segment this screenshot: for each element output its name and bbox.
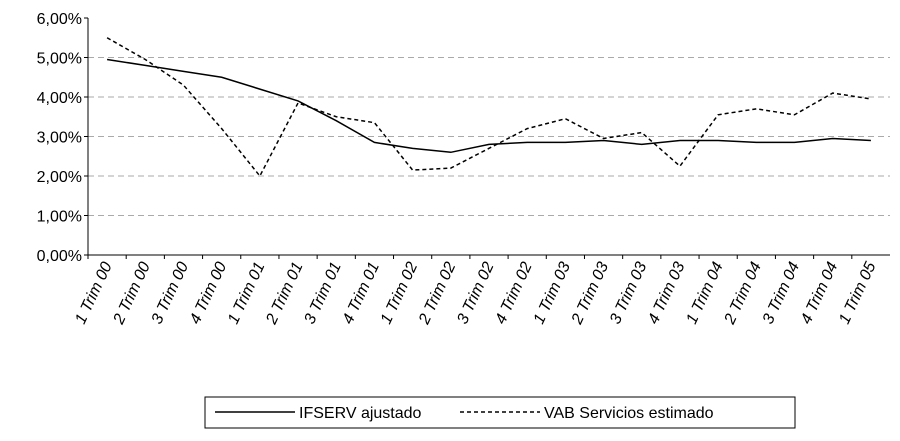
x-tick-label: 1 Trim 03: [531, 259, 575, 326]
x-tick-label: 4 Trim 00: [187, 259, 231, 326]
x-tick-label: 3 Trim 01: [301, 260, 344, 327]
x-tick-label: 2 Trim 03: [568, 259, 612, 327]
x-tick-label: 2 Trim 01: [263, 260, 307, 328]
x-tick-label: 1 Trim 04: [683, 259, 727, 326]
y-tick-label: 4,00%: [37, 90, 82, 107]
y-tick-label: 6,00%: [37, 11, 82, 28]
x-tick-label: 2 Trim 02: [416, 259, 460, 327]
x-tick-label: 3 Trim 03: [607, 259, 651, 326]
x-tick-label: 3 Trim 00: [149, 259, 193, 326]
y-tick-label: 1,00%: [37, 209, 82, 226]
x-tick-label: 4 Trim 03: [645, 259, 689, 326]
x-tick-label: 1 Trim 00: [72, 259, 116, 326]
x-tick-label: 4 Trim 01: [340, 260, 383, 327]
legend-label: VAB Servicios estimado: [544, 405, 714, 422]
y-tick-label: 0,00%: [37, 248, 82, 265]
x-tick-label: 4 Trim 02: [492, 259, 536, 326]
series-line: [106, 37, 872, 178]
y-tick-label: 5,00%: [37, 51, 82, 68]
x-tick-label: 3 Trim 04: [760, 259, 804, 326]
x-tick-label: 4 Trim 04: [798, 259, 842, 326]
x-tick-label: 2 Trim 00: [110, 259, 154, 327]
series-line: [106, 58, 871, 154]
legend-label: IFSERV ajustado: [299, 405, 422, 422]
x-tick-label: 3 Trim 02: [454, 259, 498, 326]
y-tick-label: 3,00%: [37, 130, 82, 147]
x-tick-label: 1 Trim 01: [225, 260, 268, 327]
x-tick-label: 1 Trim 05: [836, 259, 880, 326]
y-tick-label: 2,00%: [37, 169, 82, 186]
legend-box: [204, 396, 796, 429]
x-tick-label: 1 Trim 02: [378, 259, 422, 326]
x-tick-label: 2 Trim 04: [721, 259, 765, 327]
